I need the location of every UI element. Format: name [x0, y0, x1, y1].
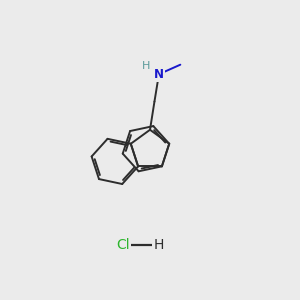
- Text: H: H: [142, 61, 151, 71]
- Text: Cl: Cl: [116, 238, 130, 252]
- Text: H: H: [154, 238, 164, 252]
- Text: N: N: [154, 68, 164, 81]
